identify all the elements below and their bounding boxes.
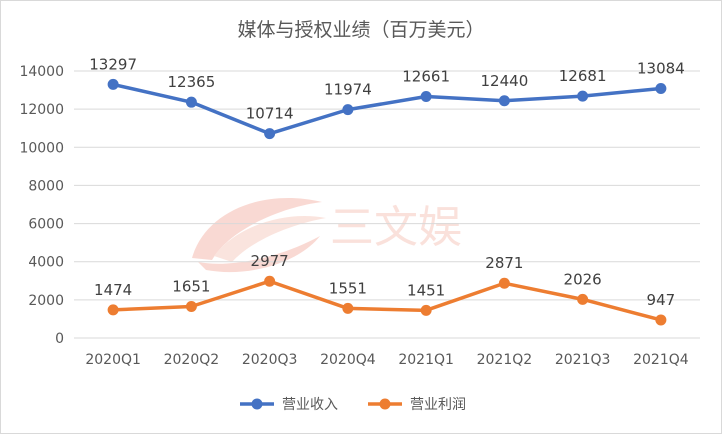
x-tick-label: 2020Q3 bbox=[242, 352, 298, 368]
data-point bbox=[342, 104, 354, 116]
data-point bbox=[498, 95, 510, 107]
chart-title: 媒体与授权业绩（百万美元） bbox=[237, 19, 484, 41]
data-point bbox=[342, 302, 354, 314]
y-tick-label: 6000 bbox=[28, 217, 64, 233]
series-group: 13297 12365 10714 11974 12661 12440 12681 13084… bbox=[89, 55, 685, 326]
series-line bbox=[113, 279, 662, 322]
x-tick-label: 2020Q4 bbox=[320, 352, 376, 368]
legend: 营业收入 营业利润 bbox=[240, 397, 466, 413]
data-label: 12365 bbox=[168, 73, 216, 91]
data-label: 2871 bbox=[485, 254, 523, 272]
data-label: 12440 bbox=[481, 72, 529, 90]
legend-label: 营业利润 bbox=[410, 397, 466, 413]
data-label: 11974 bbox=[324, 81, 372, 99]
x-tick-label: 2021Q1 bbox=[398, 352, 454, 368]
data-point bbox=[107, 304, 119, 316]
y-tick-label: 0 bbox=[55, 331, 64, 347]
series-1: 13297 12365 10714 11974 12661 12440 12681 13084 bbox=[89, 55, 685, 140]
legend-label: 营业收入 bbox=[282, 397, 338, 413]
data-point bbox=[655, 82, 667, 94]
x-axis: 2020Q1 2020Q2 2020Q3 2020Q4 2021Q1 2021Q2 2021… bbox=[85, 352, 688, 368]
data-point bbox=[107, 78, 119, 90]
data-label: 12661 bbox=[402, 68, 450, 86]
x-tick-label: 2021Q2 bbox=[477, 352, 533, 368]
data-point bbox=[185, 301, 197, 313]
data-point bbox=[420, 304, 432, 316]
y-tick-label: 4000 bbox=[28, 255, 64, 271]
data-point bbox=[264, 128, 276, 140]
data-label: 1474 bbox=[94, 281, 132, 299]
data-label: 10714 bbox=[246, 105, 294, 123]
data-label: 13297 bbox=[89, 55, 137, 73]
x-tick-label: 2020Q2 bbox=[164, 352, 220, 368]
y-tick-label: 10000 bbox=[19, 140, 64, 156]
data-point bbox=[655, 314, 667, 326]
legend-marker-icon bbox=[379, 398, 391, 410]
y-axis: 0 2000 4000 6000 8000 10000 12000 14000 bbox=[19, 64, 64, 347]
series-2: 1474 1651 2977 1551 1451 2871 2026 947 bbox=[94, 252, 676, 326]
y-tick-label: 2000 bbox=[28, 293, 64, 309]
watermark: 三文娱 bbox=[192, 198, 462, 273]
data-point bbox=[577, 293, 589, 305]
legend-item: 营业利润 bbox=[368, 397, 466, 413]
data-point bbox=[264, 275, 276, 287]
data-label: 2026 bbox=[564, 270, 602, 288]
data-label: 1551 bbox=[329, 279, 367, 297]
data-label: 1651 bbox=[172, 278, 210, 296]
x-tick-label: 2021Q4 bbox=[633, 352, 689, 368]
watermark-text: 三文娱 bbox=[330, 202, 462, 253]
y-tick-label: 14000 bbox=[19, 64, 64, 80]
data-point bbox=[577, 90, 589, 102]
data-label: 2977 bbox=[251, 252, 289, 270]
legend-item: 营业收入 bbox=[240, 397, 338, 413]
data-point bbox=[185, 96, 197, 108]
legend-marker-icon bbox=[251, 398, 263, 410]
data-point bbox=[498, 277, 510, 289]
y-tick-label: 8000 bbox=[28, 178, 64, 194]
y-tick-label: 12000 bbox=[19, 102, 64, 118]
data-label: 947 bbox=[647, 291, 676, 309]
gridlines bbox=[74, 70, 700, 339]
x-tick-label: 2021Q3 bbox=[555, 352, 611, 368]
series-line bbox=[112, 82, 662, 136]
data-label: 12681 bbox=[559, 67, 607, 85]
data-label: 13084 bbox=[637, 59, 685, 77]
x-tick-label: 2020Q1 bbox=[85, 352, 141, 368]
data-point bbox=[420, 91, 432, 103]
data-label: 1451 bbox=[407, 281, 445, 299]
watermark-logo-icon bbox=[192, 198, 326, 273]
